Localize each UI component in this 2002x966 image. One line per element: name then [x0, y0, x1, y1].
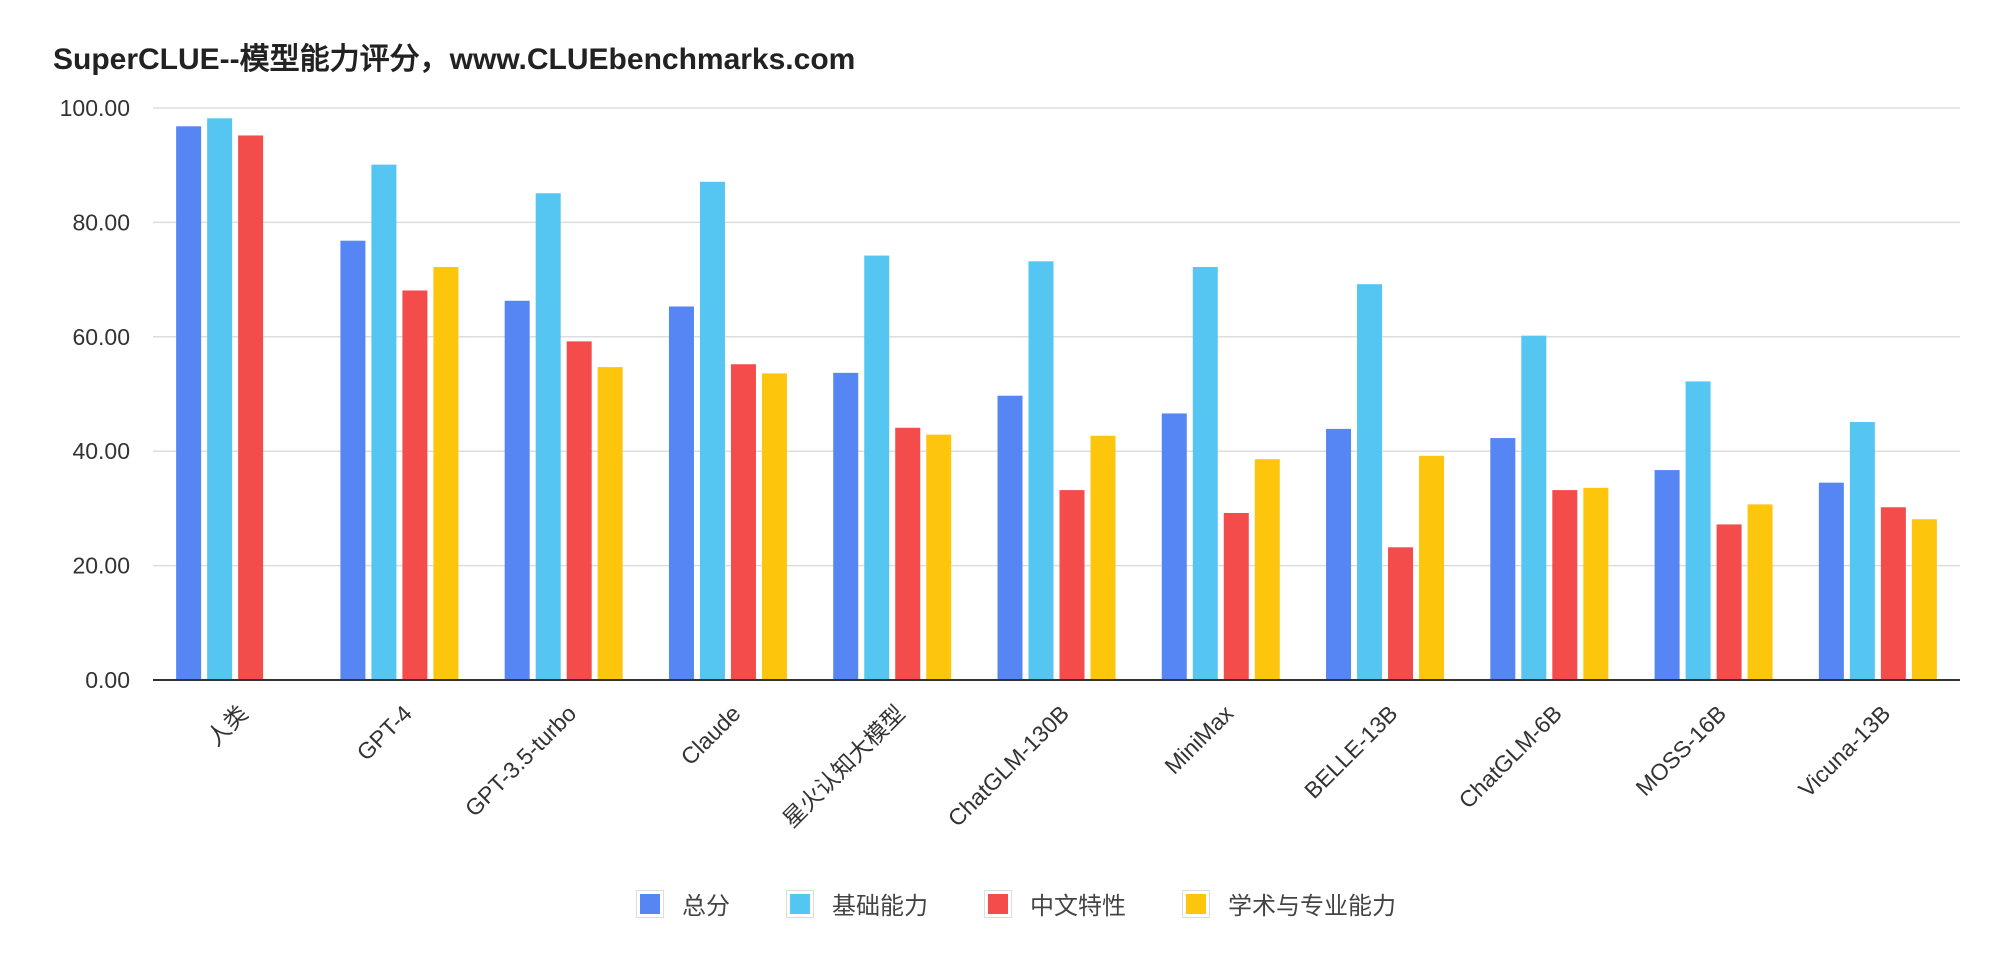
bar[interactable]: GPT-3.5-turbo · 学术与专业能力: 54.7	[597, 367, 623, 680]
bar[interactable]: Claude · 学术与专业能力: 53.6	[761, 373, 787, 680]
x-tick-label: 星火认知大模型	[778, 700, 910, 832]
bar[interactable]: ChatGLM-6B · 中文特性: 33.2	[1552, 490, 1578, 680]
bar[interactable]: Claude · 基础能力: 87.1	[699, 181, 725, 680]
bar[interactable]: 星火认知大模型 · 中文特性: 44.1	[895, 427, 921, 680]
bar[interactable]: BELLE-13B · 学术与专业能力: 39.2	[1419, 455, 1445, 680]
legend-label-basic: 基础能力	[832, 893, 928, 920]
x-tick-label: MiniMax	[1159, 700, 1238, 779]
bar[interactable]: GPT-4 · 中文特性: 68.1	[402, 290, 428, 680]
bar[interactable]: MOSS-16B · 中文特性: 27.2	[1716, 524, 1742, 680]
legend-label-chinese: 中文特性	[1030, 893, 1126, 920]
x-tick-label: GPT-3.5-turbo	[460, 700, 581, 821]
bar[interactable]: GPT-4 · 总分: 76.8	[340, 240, 366, 681]
bar[interactable]: BELLE-13B · 基础能力: 69.2	[1357, 284, 1383, 680]
y-tick-label: 100.00	[60, 95, 130, 121]
bar[interactable]: GPT-3.5-turbo · 总分: 66.3	[504, 300, 530, 680]
bar[interactable]: Claude · 中文特性: 55.2	[730, 364, 756, 680]
y-tick-label: 80.00	[72, 209, 130, 235]
y-tick-label: 20.00	[72, 553, 130, 579]
bar[interactable]: BELLE-13B · 总分: 43.9	[1326, 428, 1352, 680]
bar[interactable]: MOSS-16B · 总分: 36.7	[1654, 470, 1680, 680]
bar[interactable]: GPT-4 · 学术与专业能力: 72.2	[433, 267, 459, 680]
bar[interactable]: MiniMax · 学术与专业能力: 38.6	[1254, 459, 1280, 680]
legend-swatch-basic	[790, 893, 810, 914]
legend-swatch-chinese	[988, 893, 1008, 914]
y-axis-tick-labels: 0.00 20.00 40.00 60.00 80.00 100.00	[60, 95, 130, 693]
bar[interactable]: 星火认知大模型 · 基础能力: 74.2	[864, 255, 890, 681]
x-axis-tick-labels: 人类 GPT-4 GPT-3.5-turbo Claude 星火认知大模型 ChatGLM…	[202, 700, 1896, 833]
legend: 总分 基础能力 中文特性 学术与专业能力	[0, 886, 2002, 921]
bar[interactable]: ChatGLM-6B · 基础能力: 60.2	[1521, 335, 1547, 680]
x-tick-label: ChatGLM-130B	[943, 700, 1074, 831]
bar[interactable]: 人类 · 中文特性: 95.2	[238, 135, 264, 680]
bar[interactable]: BELLE-13B · 中文特性: 23.2	[1388, 547, 1414, 680]
bar[interactable]: Vicuna-13B · 总分: 34.5	[1818, 482, 1844, 680]
x-tick-label: Claude	[676, 700, 746, 770]
legend-swatch-total	[640, 893, 660, 914]
bar[interactable]: ChatGLM-130B · 学术与专业能力: 42.7	[1090, 435, 1116, 680]
x-tick-label: GPT-4	[352, 700, 418, 766]
bar[interactable]: ChatGLM-130B · 总分: 49.7	[997, 395, 1023, 680]
x-tick-label: BELLE-13B	[1299, 700, 1402, 803]
legend-item-basic[interactable]: 基础能力	[786, 886, 928, 921]
legend-label-total: 总分	[682, 893, 730, 920]
bar[interactable]: ChatGLM-6B · 总分: 42.3	[1490, 438, 1516, 680]
bar[interactable]: Vicuna-13B · 基础能力: 45.1	[1849, 422, 1875, 680]
bar[interactable]: GPT-3.5-turbo · 中文特性: 59.2	[566, 341, 592, 680]
bar[interactable]: MiniMax · 中文特性: 29.2	[1223, 512, 1249, 680]
bar[interactable]: ChatGLM-130B · 中文特性: 33.2	[1059, 490, 1085, 680]
y-tick-label: 0.00	[85, 667, 130, 693]
y-tick-label: 60.00	[72, 324, 130, 350]
legend-swatch-academic	[1186, 893, 1206, 914]
bar[interactable]: Vicuna-13B · 中文特性: 30.2	[1880, 507, 1906, 680]
y-tick-label: 40.00	[72, 438, 130, 464]
legend-item-total[interactable]: 总分	[636, 886, 730, 921]
bar[interactable]: GPT-3.5-turbo · 基础能力: 85.1	[535, 193, 561, 680]
bar[interactable]: 星火认知大模型 · 总分: 53.7	[833, 372, 859, 680]
legend-item-academic[interactable]: 学术与专业能力	[1182, 886, 1396, 921]
bar[interactable]: 人类 · 基础能力: 98.2	[207, 118, 233, 680]
bar[interactable]: MOSS-16B · 学术与专业能力: 30.7	[1747, 504, 1773, 680]
bar[interactable]: 人类 · 总分: 96.8	[176, 126, 202, 680]
bar[interactable]: 星火认知大模型 · 学术与专业能力: 42.9	[926, 434, 952, 680]
bar[interactable]: MiniMax · 总分: 46.6	[1161, 413, 1187, 680]
bar[interactable]: Claude · 总分: 65.3	[668, 306, 694, 680]
bars: 人类 · 总分: 96.8人类 · 基础能力: 98.2人类 · 中文特性: 9…	[176, 118, 1937, 681]
bar[interactable]: ChatGLM-130B · 基础能力: 73.2	[1028, 261, 1054, 680]
bar[interactable]: MOSS-16B · 基础能力: 52.2	[1685, 381, 1711, 680]
x-tick-label: MOSS-16B	[1630, 700, 1731, 801]
bar[interactable]: GPT-4 · 基础能力: 90.1	[371, 164, 397, 681]
bar[interactable]: ChatGLM-6B · 学术与专业能力: 33.6	[1583, 487, 1609, 680]
x-tick-label: 人类	[202, 700, 253, 751]
x-tick-label: Vicuna-13B	[1793, 700, 1895, 802]
bar[interactable]: MiniMax · 基础能力: 72.2	[1192, 267, 1218, 680]
legend-item-chinese[interactable]: 中文特性	[984, 886, 1126, 921]
legend-label-academic: 学术与专业能力	[1228, 893, 1396, 920]
x-tick-label: ChatGLM-6B	[1454, 700, 1567, 813]
bar[interactable]: Vicuna-13B · 学术与专业能力: 28.1	[1911, 519, 1937, 680]
chart-title: SuperCLUE--模型能力评分，www.CLUEbenchmarks.com	[53, 43, 856, 76]
